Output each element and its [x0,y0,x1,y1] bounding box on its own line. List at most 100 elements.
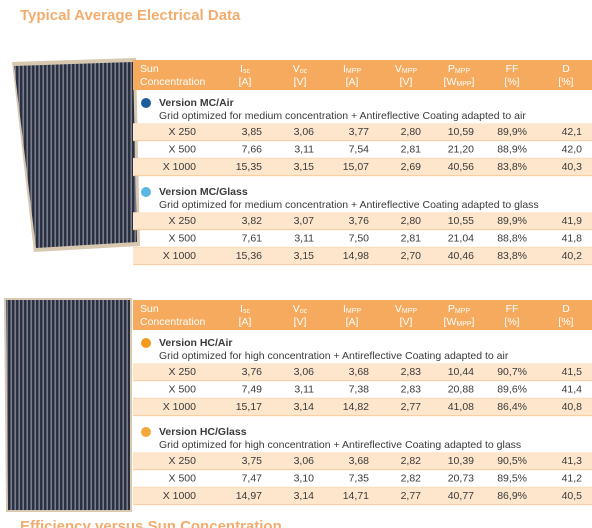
cell-value: 15,07 [343,161,369,173]
subscript: MPP [455,308,471,315]
unit: [%] [558,316,573,328]
cell-value: 41,8 [562,232,583,244]
row-label: X 1000 [163,401,196,413]
cell-value: 86,4% [497,401,527,413]
cell-value: 7,47 [242,472,263,484]
cell-value: 7,49 [242,383,263,395]
symbol: D [562,303,570,315]
cell-value: 3,10 [294,472,315,484]
row-label: X 250 [169,215,197,227]
column-symbol: D [562,303,570,315]
row-label: X 250 [169,366,197,378]
symbol: P [448,63,455,75]
symbol: FF [506,303,519,315]
cell-value: 20,73 [448,472,474,484]
row-label: X 500 [169,472,197,484]
cell-value: 90,7% [497,366,527,378]
version-description: Grid optimized for medium concentration … [159,199,539,211]
cell-value: 3,76 [242,366,263,378]
cell-value: 2,70 [401,250,422,262]
version-description: Grid optimized for high concentration + … [159,350,509,362]
cell-value: 3,68 [349,455,370,467]
cell-value: 40,5 [562,490,583,502]
cell-value: 42,0 [562,143,583,155]
row-label: X 1000 [163,490,196,502]
symbol: D [562,63,570,75]
section-title: Efficiency versus Sun Concentration [20,518,282,528]
row-label: X 500 [169,143,197,155]
row-bg [133,363,592,381]
cell-value: 89,9% [497,215,527,227]
unit: [%] [504,316,519,328]
version-name: Version HC/Air [159,337,233,349]
row-bg [133,487,592,505]
cell-value: 3,07 [294,215,315,227]
unit: ] [472,76,475,88]
version-name: Version HC/Glass [159,426,247,438]
cell-value: 21,20 [448,143,474,155]
column-symbol: FF [506,63,519,75]
cell-value: 88,9% [497,143,527,155]
cell-value: 2,82 [401,455,422,467]
cell-value: 3,82 [242,215,263,227]
cell-value: 90,5% [497,455,527,467]
version-description: Grid optimized for high concentration + … [159,439,521,451]
unit: [W [444,316,457,328]
cell-value: 41,3 [562,455,583,467]
row-bg [133,452,592,470]
cell-value: 14,71 [343,490,369,502]
symbol: I [343,63,346,75]
subscript: MPP [455,68,471,75]
version-dot [141,338,151,348]
cell-value: 15,36 [236,250,262,262]
version-dot [141,427,151,437]
subscript: MPP [402,308,418,315]
table-header-bg [133,300,592,330]
unit: [V] [294,316,307,328]
cell-value: 3,77 [349,126,370,138]
column-unit: [WMPP] [444,316,475,328]
cell-value: 41,2 [562,472,583,484]
cell-value: 20,88 [448,383,474,395]
column-symbol: Isc [240,303,250,315]
symbol: I [240,303,243,315]
cell-value: 2,83 [401,366,422,378]
row-label: X 500 [169,383,197,395]
solar-cell-image [6,300,130,510]
cell-value: 40,3 [562,161,583,173]
cell-value: 7,66 [242,143,263,155]
subscript: MPP [346,308,362,315]
cell-value: 40,46 [448,250,474,262]
unit: [A] [239,316,252,328]
cell-value: 3,11 [294,232,314,244]
cell-value: 40,77 [448,490,474,502]
symbol: V [395,303,402,315]
column-unit: [A] [346,76,359,88]
column-symbol: D [562,63,570,75]
row-bg [133,158,592,176]
cell-value: 10,44 [448,366,474,378]
cell-value: 14,82 [343,401,369,413]
subscript: sc [243,308,251,315]
row-label: X 250 [169,455,197,467]
cell-value: 40,56 [448,161,474,173]
column-symbol: IMPP [343,63,361,75]
cell-value: 89,6% [497,383,527,395]
version-name: Version MC/Glass [159,186,248,198]
cell-value: 2,69 [401,161,422,173]
cell-value: 2,83 [401,383,422,395]
cell-value: 89,5% [497,472,527,484]
cell-value: 7,61 [242,232,263,244]
cell-value: 2,80 [401,215,422,227]
column-unit: [A] [239,76,252,88]
cell-value: 7,38 [349,383,370,395]
row-label: X 250 [169,126,197,138]
column-unit: [%] [558,316,573,328]
subscript: MPP [346,68,362,75]
cell-value: 42,1 [562,126,583,138]
cell-value: 41,4 [562,383,583,395]
column-symbol: Isc [240,63,250,75]
cell-value: 2,77 [401,401,422,413]
cell-value: 3,14 [294,401,315,413]
